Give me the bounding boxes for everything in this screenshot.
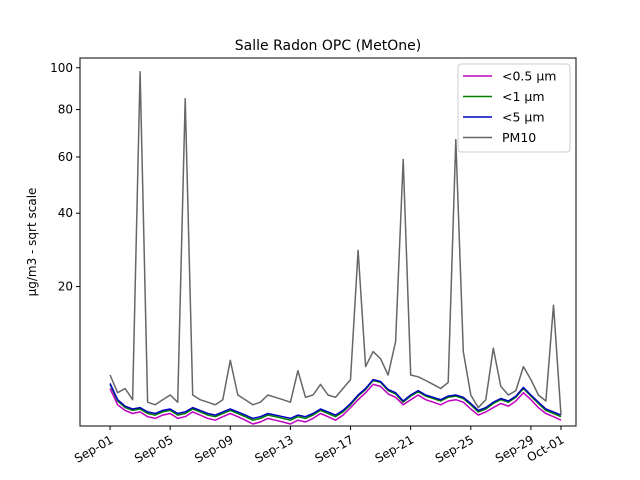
- series-line-0: [109, 383, 562, 425]
- chart-title: Salle Radon OPC (MetOne): [235, 38, 421, 54]
- legend-label-3: PM10: [502, 130, 536, 145]
- series-layer: [109, 71, 562, 425]
- y-tick-label-3: 80: [58, 103, 73, 117]
- plot-frame: [79, 57, 577, 427]
- y-tick-label-0: 20: [58, 280, 73, 294]
- y-tick-label-2: 60: [58, 150, 73, 164]
- legend-label-0: <0.5 µm: [502, 69, 556, 84]
- legend-box: [457, 63, 571, 153]
- y-axis: 20 40 60 80 100: [50, 61, 80, 294]
- series-line-1: [109, 379, 562, 421]
- legend-label-1: <1 µm: [502, 89, 545, 104]
- y-tick-label-4: 100: [50, 61, 73, 75]
- y-axis-label: µg/m3 - sqrt scale: [25, 188, 39, 297]
- series-line-2: [109, 378, 562, 420]
- legend-label-2: <5 µm: [502, 110, 545, 125]
- legend: <0.5 µm <1 µm <5 µm PM10: [457, 63, 571, 153]
- series-line-3: [109, 71, 562, 416]
- y-tick-label-1: 40: [58, 206, 73, 220]
